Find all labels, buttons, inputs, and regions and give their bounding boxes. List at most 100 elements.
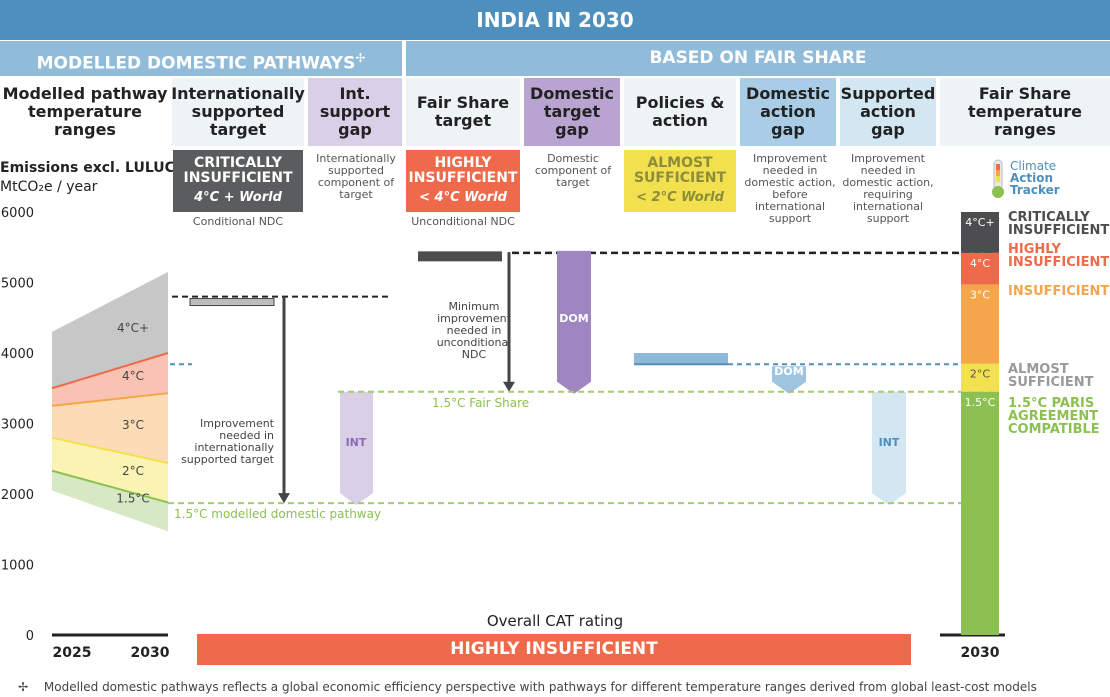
y-tick-label: 5000: [1, 277, 34, 292]
y-tick-label: 6000: [1, 206, 34, 221]
page-title: INDIA IN 2030: [0, 0, 1110, 40]
logo-line1: Climate: [1010, 159, 1057, 173]
x-tick-label: 2025: [53, 645, 92, 661]
col-policies-action: Policies & action: [624, 78, 736, 146]
right-section-header: BASED ON FAIR SHARE: [406, 41, 1110, 76]
fair-share-range-label: 4°C: [970, 257, 990, 270]
dom-action-gap-shape: [772, 366, 806, 394]
improvement-int-text: Improvement: [200, 417, 275, 430]
left-section-title: MODELLED DOMESTIC PATHWAYS: [36, 53, 356, 74]
legend-label-1: HIGHLY INSUFFICIENT: [1008, 242, 1110, 270]
note-conditional-ndc: Conditional NDC: [192, 215, 284, 228]
min-improvement-text: unconditional: [437, 336, 512, 349]
rating-int-target: CRITICALLY INSUFFICIENT 4°C + World: [173, 150, 303, 212]
y-tick-label: 1000: [1, 559, 34, 574]
dom-action-gap-tag: DOM: [774, 365, 803, 378]
logo-line3: Tracker: [1010, 183, 1060, 197]
fair-share-range-label: 2°C: [970, 368, 990, 381]
y-tick-label: 0: [26, 629, 34, 644]
footnote-text: Modelled domestic pathways reflects a gl…: [43, 680, 1037, 694]
pathway-line: [51, 392, 169, 407]
conditional-ndc-bar: [189, 298, 275, 307]
min-improvement-text: Minimum: [449, 300, 500, 313]
y-tick-label: 4000: [1, 347, 34, 362]
col-supported-action-gap: Supported action gap: [840, 78, 936, 146]
modelled-1-5-label: 1.5°C modelled domestic pathway: [174, 507, 381, 521]
footnote-mark: ✢: [18, 680, 29, 694]
col-domestic-target-gap: Domestic target gap: [524, 78, 620, 146]
col-int-support-gap: Int. support gap: [308, 78, 402, 146]
pathway-band-label: 4°C+: [117, 321, 149, 335]
legend-critically-insufficient: CRITICALLY INSUFFICIENT: [1008, 210, 1110, 238]
desc-supported-action-gap: Improvement needed in domestic action, r…: [842, 152, 934, 225]
col-domestic-action-gap: Domestic action gap: [740, 78, 836, 146]
pathway-line: [51, 469, 169, 504]
desc-dom-target-gap: Domestic component of target: [534, 152, 612, 189]
x-tick-label: 2030: [961, 645, 1000, 661]
rating-policies: ALMOST SUFFICIENT < 2°C World: [624, 150, 736, 212]
legend-label-2: INSUFFICIENT: [1008, 284, 1110, 299]
pathway-band-label: 3°C: [122, 418, 144, 432]
fair-share-range-label: 3°C: [970, 289, 990, 302]
y-tick-label: 3000: [1, 418, 34, 433]
improvement-arrowhead-int: [278, 493, 290, 504]
axis-title: Emissions excl. LULUCF: [0, 160, 185, 176]
rating-int-target-sub: 4°C + World: [194, 190, 282, 205]
col-int-supported-target: Internationally supported target: [171, 78, 305, 146]
left-section-header: MODELLED DOMESTIC PATHWAYS✢: [0, 41, 402, 76]
fair-share-range-segment: [961, 363, 999, 392]
desc-int-gap: Internationally supported component of t…: [316, 152, 396, 201]
fair-share-range-segment: [961, 284, 999, 364]
legend-label-3: ALMOST SUFFICIENT: [1008, 362, 1094, 390]
left-section-mark: ✢: [355, 51, 366, 65]
rating-fair-share-sub: < 4°C World: [419, 190, 507, 205]
pathway-line: [51, 436, 169, 464]
col-fair-share-target: Fair Share target: [406, 78, 520, 146]
pathway-line: [51, 352, 169, 390]
legend-paris-compatible: 1.5°C PARIS AGREEMENT COMPATIBLE: [1008, 397, 1108, 436]
col-modelled-ranges: Modelled pathway temperature ranges: [0, 78, 170, 146]
note-unconditional-ndc: Unconditional NDC: [411, 215, 515, 228]
y-tick-label: 2000: [1, 488, 34, 503]
fair-share-range-label: 4°C+: [965, 216, 994, 229]
pathway-band-label: 2°C: [122, 464, 144, 478]
improvement-int-text: internationally: [194, 441, 274, 454]
min-improvement-text: improvement: [437, 312, 511, 325]
int-gap-tag: INT: [346, 436, 367, 449]
legend-label-0: CRITICALLY INSUFFICIENT: [1008, 210, 1110, 238]
cat-logo: Climate Action Tracker: [988, 158, 1098, 202]
supported-action-gap-shape: [872, 391, 906, 506]
fair-share-1-5-label: 1.5°C Fair Share: [432, 396, 529, 410]
desc-dom-action-gap: Improvement needed in domestic action, b…: [744, 152, 836, 225]
pathway-band: [52, 393, 168, 463]
fair-share-range-label: 1.5°C: [965, 396, 996, 409]
rating-fair-share-label: HIGHLY INSUFFICIENT: [408, 155, 518, 186]
dom-target-gap-tag: DOM: [559, 312, 588, 325]
logo-line2: Action: [1010, 171, 1054, 185]
legend-label-4: 1.5°C PARIS AGREEMENT COMPATIBLE: [1008, 396, 1100, 437]
unconditional-ndc-bar: [418, 251, 502, 262]
rating-policies-label: ALMOST SUFFICIENT: [633, 155, 727, 186]
supported-action-gap-tag: INT: [879, 436, 900, 449]
legend-insufficient: INSUFFICIENT: [1008, 284, 1110, 299]
rating-int-target-label: CRITICALLY INSUFFICIENT: [183, 155, 293, 186]
pathway-band: [52, 271, 168, 389]
fair-share-range-segment: [961, 391, 999, 635]
dom-target-gap-shape: [557, 250, 591, 394]
min-improvement-arrowhead: [503, 381, 515, 392]
pathway-band-label: 4°C: [122, 369, 144, 383]
int-gap-shape: [340, 391, 373, 506]
footnote: ✢ Modelled domestic pathways reflects a …: [18, 680, 1098, 694]
legend-almost-sufficient: ALMOST SUFFICIENT: [1008, 363, 1108, 389]
legend-highly-insufficient: HIGHLY INSUFFICIENT: [1008, 242, 1110, 270]
rating-policies-sub: < 2°C World: [636, 190, 724, 205]
policies-bar: [634, 353, 728, 365]
overall-rating-label: Overall CAT rating: [486, 612, 624, 630]
overall-rating-value: HIGHLY INSUFFICIENT: [197, 634, 911, 665]
fair-share-range-segment: [961, 252, 999, 285]
min-improvement-text: needed in: [447, 324, 502, 337]
thermometer-icon: [992, 159, 1004, 198]
x-tick-label: 2030: [131, 645, 170, 661]
rating-fair-share: HIGHLY INSUFFICIENT < 4°C World: [406, 150, 520, 212]
